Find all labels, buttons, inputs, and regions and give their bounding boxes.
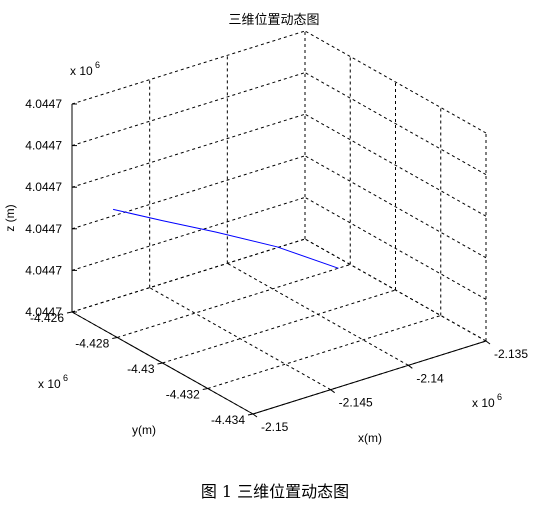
data-lines <box>112 208 339 269</box>
z-axis-label: z (m) <box>3 204 17 231</box>
tick-labels: -2.15-2.145-2.14-2.135-4.426-4.428-4.43-… <box>25 97 528 434</box>
y-tick-mark <box>202 388 208 390</box>
y-tick-mark <box>112 337 118 339</box>
grid-line <box>304 155 487 259</box>
z-tick-label: 4.0447 <box>25 139 62 153</box>
trajectory-line <box>112 208 339 269</box>
x-multiplier-exponent: 6 <box>497 392 502 402</box>
x-tick-label: -2.15 <box>261 420 289 434</box>
x-tick-label: -2.145 <box>339 396 373 410</box>
z-tick-label: 4.0447 <box>25 263 62 277</box>
y-tick-mark <box>66 311 73 314</box>
x-tick-mark <box>485 340 491 345</box>
x-axis-label: x(m) <box>358 431 382 445</box>
grid-line <box>149 287 331 391</box>
z-multiplier-exponent: 6 <box>95 60 100 70</box>
grid-line <box>304 72 487 176</box>
figure-caption: 图 1 三维位置动态图 <box>200 482 350 501</box>
grid-line <box>207 315 441 389</box>
z-tick-label: 4.0447 <box>25 305 62 319</box>
z-tick-label: 4.0447 <box>25 222 62 236</box>
grid-line <box>71 155 306 230</box>
grid-line <box>162 289 396 364</box>
grid-line <box>304 238 487 342</box>
x-tick-mark <box>252 413 258 418</box>
grid-line <box>117 264 351 338</box>
x-tick-label: -2.14 <box>416 371 444 385</box>
3d-line-plot: 三维位置动态图 -2.15 -2.145 -2.14 -2.135 -4.426 -4.4… <box>3 13 528 445</box>
y-multiplier: x 10 <box>38 377 61 391</box>
grid-line <box>304 113 487 217</box>
chart-title: 三维位置动态图 <box>228 13 319 28</box>
z-tick-label: 4.0447 <box>25 97 62 111</box>
y-tick-label: -4.428 <box>75 337 109 351</box>
y-tick-mark <box>247 413 254 416</box>
grid-line <box>304 196 487 300</box>
y-multiplier-exponent: 6 <box>63 373 68 383</box>
z-tick-label: 4.0447 <box>25 180 62 194</box>
grid-line <box>71 238 306 313</box>
z-multiplier: x 10 <box>70 64 93 78</box>
x-multiplier: x 10 <box>472 396 495 410</box>
grid <box>71 30 487 415</box>
y-tick-label: -4.426 <box>30 311 64 325</box>
grid-line <box>71 30 306 105</box>
x-axis-line <box>252 340 487 415</box>
grid-line <box>71 196 306 271</box>
y-tick-label: -4.434 <box>211 413 245 427</box>
grid-line <box>71 72 306 147</box>
grid-line <box>304 30 487 134</box>
y-tick-label: -4.432 <box>166 388 200 402</box>
grid-line <box>71 113 306 188</box>
x-tick-mark <box>408 364 413 369</box>
y-tick-label: -4.43 <box>127 362 155 376</box>
x-tick-mark <box>330 389 335 394</box>
x-tick-label: -2.135 <box>494 347 528 361</box>
y-axis-label: y(m) <box>132 423 156 437</box>
y-tick-mark <box>157 362 163 365</box>
axes <box>66 103 491 418</box>
